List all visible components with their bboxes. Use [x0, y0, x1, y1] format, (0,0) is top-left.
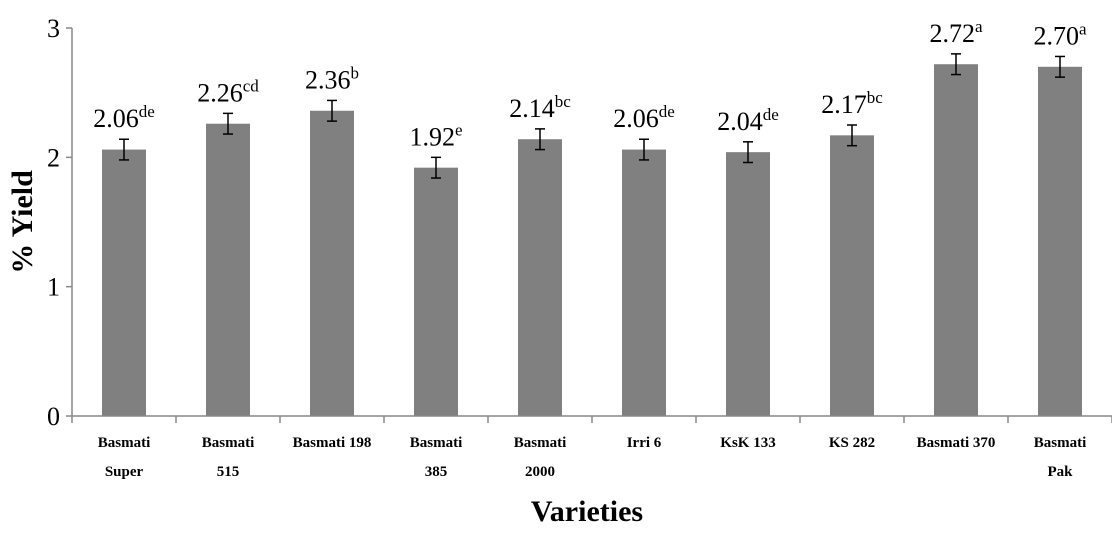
- y-ticks-group: 0 1 2 3: [47, 14, 72, 431]
- x-ticks-group: Basmati Super Basmati 515 Basmati 198 Basmati…: [71, 416, 1112, 480]
- error-bars-group: [119, 53, 1065, 179]
- x-tick-label: KS 282: [829, 435, 875, 451]
- x-tick-label: Basmati: [1034, 435, 1087, 451]
- bar: [726, 152, 770, 416]
- data-label: 2.70a: [1033, 19, 1087, 50]
- error-bar: [951, 53, 961, 76]
- bar: [622, 149, 666, 416]
- x-tick-label: Super: [105, 464, 144, 480]
- y-tick-label: 2: [47, 143, 60, 172]
- bar: [206, 123, 250, 416]
- bar: [310, 110, 354, 417]
- data-labels-group: 2.06de 2.26cd 2.36b 1.92e 2.14bc 2.06de 2.04de…: [93, 17, 1087, 151]
- error-bar: [535, 128, 545, 151]
- bar: [102, 149, 146, 416]
- data-label: 2.06de: [93, 102, 155, 133]
- data-label: 2.04de: [717, 105, 779, 136]
- error-bar: [431, 156, 441, 179]
- bars-group: [102, 64, 1082, 417]
- y-tick-label: 1: [47, 273, 60, 302]
- error-bar: [223, 112, 233, 135]
- x-tick-label: KsK 133: [720, 435, 775, 451]
- bar: [414, 167, 458, 416]
- data-label: 2.14bc: [509, 92, 571, 123]
- bar: [1038, 66, 1082, 417]
- error-bar: [1055, 55, 1065, 78]
- x-tick-label: Basmati 370: [917, 435, 996, 451]
- data-label: 1.92e: [409, 120, 462, 151]
- error-bar: [327, 99, 337, 122]
- bar: [518, 139, 562, 416]
- data-label: 2.26cd: [197, 76, 259, 107]
- error-bar: [847, 124, 857, 147]
- bar: [934, 64, 978, 417]
- bar: [830, 135, 874, 416]
- data-label: 2.06de: [613, 102, 675, 133]
- y-axis-title: % Yield: [6, 170, 39, 274]
- x-tick-label: Basmati: [202, 435, 255, 451]
- x-axis-title: Varieties: [531, 495, 643, 528]
- x-tick-label: Basmati: [410, 435, 463, 451]
- error-bar: [743, 141, 753, 164]
- x-tick-label: 515: [217, 464, 240, 480]
- y-tick-label: 3: [47, 14, 60, 43]
- data-label: 2.36b: [305, 63, 359, 94]
- y-tick-label: 0: [47, 402, 60, 431]
- x-tick-label: Basmati: [514, 435, 567, 451]
- data-label: 2.72a: [929, 17, 983, 48]
- x-tick-label: 2000: [525, 464, 555, 480]
- x-tick-label: Basmati 198: [293, 435, 372, 451]
- error-bar: [639, 138, 649, 161]
- x-tick-label: Basmati: [98, 435, 151, 451]
- x-tick-label: Irri 6: [627, 435, 662, 451]
- error-bar: [119, 138, 129, 161]
- data-label: 2.17bc: [821, 88, 883, 119]
- x-tick-label: 385: [425, 464, 448, 480]
- x-tick-label: Pak: [1047, 464, 1073, 480]
